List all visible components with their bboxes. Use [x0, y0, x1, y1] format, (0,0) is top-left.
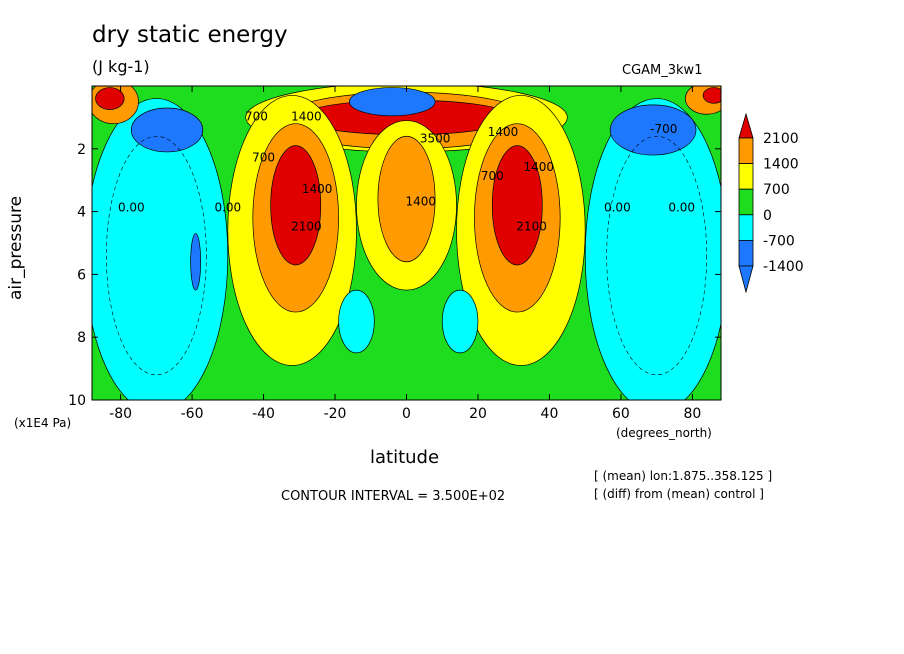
- field-region: [348, 87, 436, 117]
- x-tick-label: -20: [324, 406, 347, 422]
- field-region: [441, 289, 479, 354]
- colorbar-band: [738, 214, 754, 241]
- field-region: [190, 233, 201, 291]
- run-id-label: CGAM_3kw1: [622, 63, 703, 78]
- colorbar-band: [738, 188, 754, 216]
- field-regions: 700 1400 3500 1400 1400 700 1400 2100 1400 700 210…: [92, 86, 721, 400]
- colorbar-label: 2100: [763, 131, 799, 147]
- contour-label: 3500: [420, 132, 451, 146]
- field-region: [270, 145, 322, 266]
- field-region: [702, 87, 721, 104]
- x-axis-units: (degrees_north): [616, 426, 712, 440]
- colorbar-band: [738, 137, 754, 165]
- mean-note: [ (mean) lon:1.875..358.125 ]: [594, 469, 773, 483]
- y-tick-label: 2: [77, 142, 86, 158]
- y-tick-label: 6: [77, 267, 86, 283]
- contour-label: 0.00: [214, 201, 241, 215]
- contour-label: 1400: [523, 160, 554, 174]
- x-tick-label: 40: [541, 406, 559, 422]
- colorbar-label: 0: [763, 208, 772, 224]
- field-region: [95, 87, 125, 110]
- x-tick-label: 60: [612, 406, 630, 422]
- diff-note: [ (diff) from (mean) control ]: [594, 487, 764, 501]
- contour-label: 1400: [302, 182, 333, 196]
- field-region: [609, 104, 697, 156]
- colorbar-band: [738, 163, 754, 190]
- y-tick-label: 4: [77, 205, 86, 221]
- y-tick-label: 8: [77, 330, 86, 346]
- contour-label: -700: [650, 122, 677, 136]
- negative-contour: [105, 135, 207, 376]
- contour-label: 0.00: [668, 201, 695, 215]
- x-tick-label: 80: [683, 406, 701, 422]
- contour-label: 700: [252, 150, 275, 164]
- field-region: [130, 107, 204, 153]
- contour-label: 1400: [488, 125, 519, 139]
- field-region: [92, 98, 229, 400]
- negative-contour: [606, 135, 708, 376]
- field-region: [584, 98, 721, 400]
- contour-label: 2100: [516, 219, 547, 233]
- colorbar-extend-low: [738, 265, 754, 294]
- chart-title: dry static energy: [92, 22, 288, 48]
- x-tick-label: -60: [181, 406, 204, 422]
- field-region: [338, 289, 375, 354]
- colorbar-band: [738, 239, 754, 267]
- colorbar-label: -700: [763, 233, 795, 249]
- contour-label: 0.00: [118, 201, 145, 215]
- contour-label: 1400: [406, 194, 437, 208]
- contour-label: 700: [481, 169, 504, 183]
- colorbar-label: 700: [763, 182, 790, 198]
- colorbar-extend-high: [738, 112, 754, 139]
- contour-label: 0.00: [604, 201, 631, 215]
- y-tick-label: 10: [68, 393, 86, 409]
- contour-label: 1400: [291, 110, 322, 124]
- x-axis-label: latitude: [370, 447, 440, 468]
- x-tick-label: 20: [469, 406, 487, 422]
- contour-label: 700: [245, 110, 268, 124]
- y-axis-scale: (x1E4 Pa): [14, 416, 72, 430]
- field-region: [491, 145, 543, 266]
- x-tick-label: 0: [402, 406, 411, 422]
- field-region: [377, 135, 436, 263]
- x-tick-label: -40: [252, 406, 275, 422]
- x-tick-label: -80: [109, 406, 132, 422]
- chart-units: (J kg-1): [92, 57, 150, 76]
- colorbar-label: 1400: [763, 157, 799, 173]
- contour-interval: CONTOUR INTERVAL = 3.500E+02: [281, 489, 506, 504]
- contour-label: 2100: [291, 219, 322, 233]
- colorbar-label: -1400: [763, 259, 804, 275]
